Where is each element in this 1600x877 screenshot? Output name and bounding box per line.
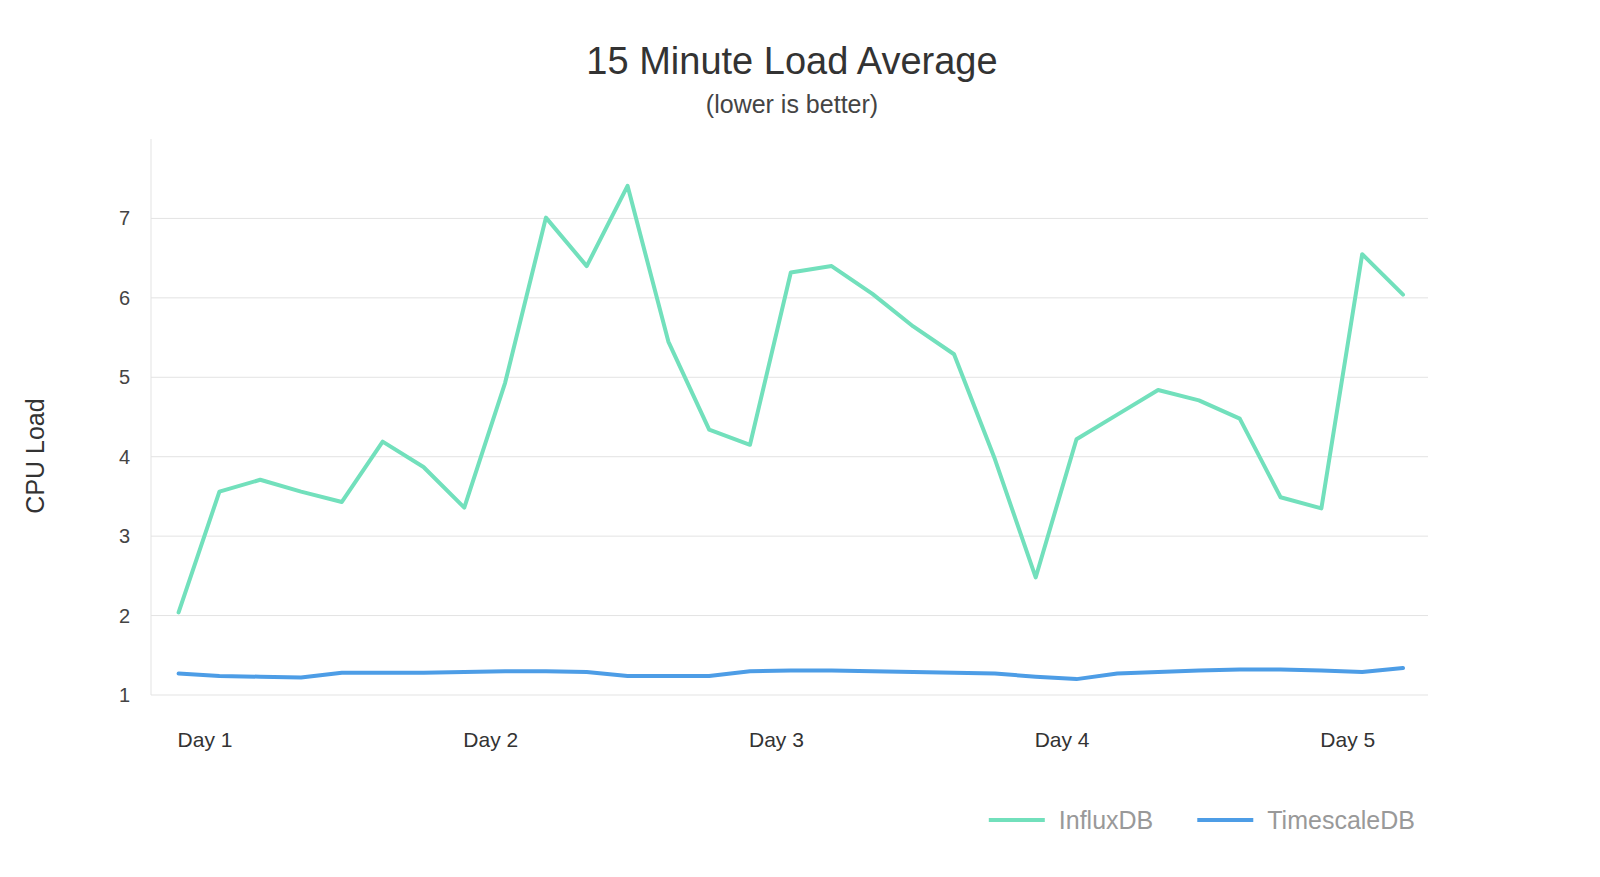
x-tick-label: Day 1 bbox=[178, 728, 233, 751]
y-axis-label: CPU Load bbox=[21, 398, 49, 513]
title: 15 Minute Load Average bbox=[586, 40, 997, 82]
y-tick-label: 7 bbox=[119, 207, 130, 229]
y-tick-label: 1 bbox=[119, 684, 130, 706]
series-line bbox=[179, 668, 1403, 679]
grid-line bbox=[151, 695, 1428, 696]
x-tick-label: Day 5 bbox=[1320, 728, 1375, 751]
legend-item: TimescaleDB bbox=[1197, 806, 1415, 834]
y-axis-line bbox=[151, 139, 152, 695]
plot-area bbox=[179, 186, 1403, 679]
grid-line bbox=[151, 536, 1428, 537]
grid-line bbox=[151, 615, 1428, 616]
y-tick-label: 4 bbox=[119, 446, 130, 468]
y-tick-label: 5 bbox=[119, 366, 130, 388]
y-tick-label: 6 bbox=[119, 287, 130, 309]
chart-svg: 15 Minute Load Average (lower is better) C… bbox=[0, 0, 1600, 877]
legend-swatch bbox=[1197, 818, 1253, 822]
y-tick-label: 3 bbox=[119, 525, 130, 547]
x-tick-label: Day 3 bbox=[749, 728, 804, 751]
series-line bbox=[179, 186, 1403, 613]
grid-line bbox=[151, 377, 1428, 378]
subtitle: (lower is better) bbox=[706, 90, 878, 118]
grid-line bbox=[151, 297, 1428, 298]
grid-line bbox=[151, 218, 1428, 219]
y-tick-label: 2 bbox=[119, 605, 130, 627]
chart-container: 15 Minute Load Average (lower is better) C… bbox=[0, 0, 1600, 877]
legend-label: InfluxDB bbox=[1059, 806, 1153, 834]
x-tick-label: Day 4 bbox=[1035, 728, 1090, 751]
legend-label: TimescaleDB bbox=[1267, 806, 1415, 834]
grid-line bbox=[151, 456, 1428, 457]
x-tick-label: Day 2 bbox=[463, 728, 518, 751]
legend-item: InfluxDB bbox=[989, 806, 1153, 834]
legend-swatch bbox=[989, 818, 1045, 822]
